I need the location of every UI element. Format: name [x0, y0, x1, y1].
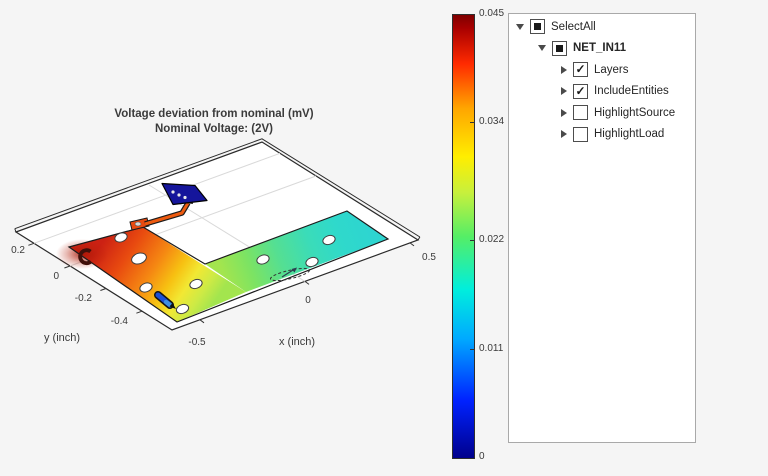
colorbar-tick-0.022: 0.022 — [479, 234, 505, 245]
checkbox-includeentities[interactable] — [573, 83, 588, 99]
colorbar-tick-0.034: 0.034 — [479, 116, 505, 127]
colorbar-tick-mark — [470, 122, 475, 123]
checkbox-selectall[interactable] — [530, 19, 545, 35]
y-tick-0: 0 — [53, 271, 59, 282]
component-pad — [183, 195, 187, 200]
axis-ticks — [28, 242, 415, 324]
capsule-arrowhead — [169, 303, 176, 309]
board-edge-corner-right — [417, 236, 421, 241]
tree-node-label[interactable]: HighlightLoad — [594, 128, 665, 141]
y-tick-0.2: 0.2 — [11, 245, 25, 256]
tree-node-highlightsource[interactable]: HighlightSource — [509, 102, 695, 124]
expander-icon[interactable] — [561, 130, 567, 139]
colorbar-tick-mark — [470, 240, 475, 241]
source-marker — [78, 248, 93, 266]
pcb-board-edge — [14, 138, 421, 238]
tree-node-layers[interactable]: Layers — [509, 59, 695, 81]
colorbar-tick-0.045: 0.045 — [479, 8, 505, 19]
colorbar-tick-0: 0 — [479, 451, 485, 462]
checkbox-highlightsource[interactable] — [573, 105, 588, 121]
ic-component — [161, 182, 208, 206]
component-pad — [171, 190, 175, 194]
pcb-voltage-plot: 0.2 0 -0.2 -0.4 -0.5 0 0.5 y (inch) x (i… — [11, 108, 436, 348]
y-tick--0.4: -0.4 — [111, 316, 129, 327]
expander-icon[interactable] — [561, 87, 567, 96]
plot-title-line2: Nominal Voltage: (2V) — [155, 123, 273, 135]
y-tick--0.2: -0.2 — [75, 293, 93, 304]
tree-node-highlightload[interactable]: HighlightLoad — [509, 124, 695, 146]
capsule-component — [154, 291, 176, 309]
expander-icon[interactable] — [561, 65, 567, 74]
x-tick-0: 0 — [305, 295, 311, 306]
colorbar-tick-mark — [470, 349, 475, 350]
tick-labels: 0.2 0 -0.2 -0.4 -0.5 0 0.5 — [11, 245, 436, 348]
plot-title-line1: Voltage deviation from nominal (mV) — [114, 108, 313, 120]
tree-node-label[interactable]: HighlightSource — [594, 106, 676, 119]
expander-icon[interactable] — [516, 23, 524, 30]
checkbox-net-in11[interactable] — [552, 40, 567, 56]
colorbar — [452, 14, 475, 459]
net-tree-panel: SelectAll NET_IN11 Layers IncludeEntitie… — [508, 13, 696, 443]
tree-node-label[interactable]: NET_IN11 — [573, 42, 627, 55]
load-marker — [269, 267, 311, 282]
tree-node-label[interactable]: Layers — [594, 63, 629, 76]
x-tick--0.5: -0.5 — [188, 337, 206, 348]
x-tick-0.5: 0.5 — [422, 252, 436, 263]
tree-node-net-in11[interactable]: NET_IN11 — [509, 38, 695, 60]
component-pad — [177, 193, 181, 197]
expander-icon[interactable] — [561, 108, 567, 117]
x-axis-label: x (inch) — [279, 336, 315, 348]
tree-node-label[interactable]: IncludeEntities — [594, 85, 669, 98]
via-holes — [114, 232, 336, 315]
expander-icon[interactable] — [538, 45, 546, 52]
y-axis-label: y (inch) — [44, 332, 80, 344]
board-edge-corner-left — [14, 228, 17, 233]
pad-via — [134, 221, 142, 227]
checkbox-highlightload[interactable] — [573, 126, 588, 142]
colorbar-tick-0.011: 0.011 — [479, 343, 504, 354]
checkbox-layers[interactable] — [573, 62, 588, 78]
tree-node-includeentities[interactable]: IncludeEntities — [509, 81, 695, 103]
tree-node-label[interactable]: SelectAll — [551, 20, 596, 33]
tree-node-selectall[interactable]: SelectAll — [509, 16, 695, 38]
